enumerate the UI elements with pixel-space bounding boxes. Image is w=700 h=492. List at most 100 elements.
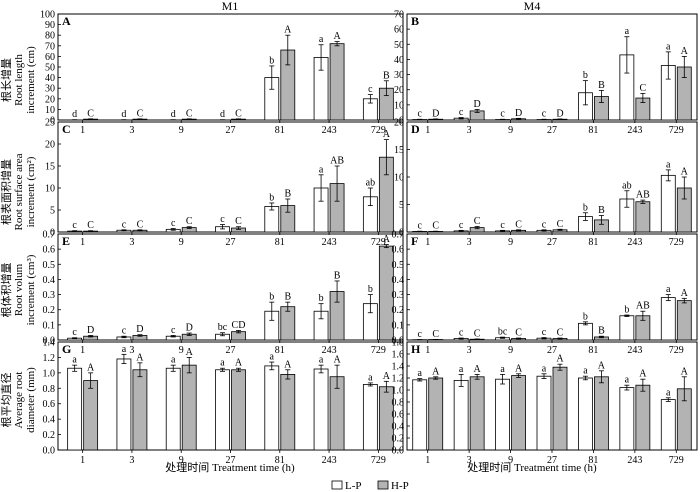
significance-letter: A bbox=[87, 362, 95, 373]
x-tick-label: 9 bbox=[179, 237, 184, 248]
bar-l-p bbox=[619, 387, 635, 451]
significance-letter: C bbox=[432, 221, 439, 232]
x-tick-label: 27 bbox=[547, 455, 557, 466]
x-tick-label: 729 bbox=[371, 455, 386, 466]
y-tick-label: 60 bbox=[394, 25, 404, 36]
y-label-line-2: Root volum bbox=[13, 263, 25, 316]
x-tick-label: 27 bbox=[226, 345, 236, 356]
significance-letter: b bbox=[269, 292, 274, 303]
significance-letter: bc bbox=[498, 327, 508, 338]
bar-l-p bbox=[453, 379, 469, 451]
y-tick-label: 25 bbox=[45, 118, 55, 129]
bar-h-p bbox=[552, 366, 568, 451]
bar-l-p bbox=[215, 369, 230, 451]
x-tick-label: 27 bbox=[226, 237, 236, 248]
y-tick-label: 0.8 bbox=[392, 398, 405, 409]
bar-h-p bbox=[594, 376, 609, 451]
x-tick-label: 1 bbox=[425, 455, 430, 466]
significance-letter: C bbox=[137, 219, 144, 230]
y-tick-label: 0.1 bbox=[392, 320, 405, 331]
legend-label-h-p: H-P bbox=[391, 480, 409, 492]
significance-letter: a bbox=[417, 368, 422, 379]
x-tick-label: 27 bbox=[226, 125, 236, 136]
y-tick-label: 15 bbox=[45, 162, 55, 173]
bar-h-p bbox=[428, 377, 444, 451]
significance-letter: c bbox=[171, 325, 176, 336]
x-tick-label: 3 bbox=[129, 237, 134, 248]
x-tick-label: 9 bbox=[508, 455, 513, 466]
y-tick-label: 70 bbox=[45, 41, 55, 52]
y-tick-label: 0.6 bbox=[392, 410, 405, 421]
x-tick-label: 243 bbox=[627, 237, 642, 248]
significance-letter: A bbox=[681, 167, 689, 178]
significance-letter: b bbox=[583, 202, 588, 213]
x-tick-label: 1 bbox=[80, 345, 85, 356]
x-tick-label: 1 bbox=[80, 125, 85, 136]
y-tick-label: 0.3 bbox=[43, 290, 56, 301]
significance-letter: a bbox=[666, 41, 671, 52]
y-tick-label: 80 bbox=[45, 31, 55, 42]
significance-letter: a bbox=[500, 364, 505, 375]
x-tick-label: 3 bbox=[129, 455, 134, 466]
x-axis-label-right: 处理时间 Treatment time (h) bbox=[467, 461, 597, 474]
y-tick-label: 0 bbox=[50, 228, 55, 239]
x-tick-label: 9 bbox=[179, 455, 184, 466]
y-tick-label: 0.4 bbox=[392, 422, 405, 433]
x-tick-label: 81 bbox=[588, 237, 598, 248]
significance-letter: B bbox=[598, 80, 605, 91]
significance-letter: C bbox=[640, 83, 647, 94]
y-tick-label: 0.5 bbox=[392, 260, 405, 271]
significance-letter: b bbox=[319, 293, 324, 304]
y-tick-label: 10 bbox=[394, 100, 404, 111]
y-tick-label: 0.6 bbox=[392, 245, 405, 256]
y-tick-label: 1.4 bbox=[392, 362, 405, 373]
x-tick-label: 9 bbox=[508, 345, 513, 356]
significance-letter: a bbox=[368, 372, 373, 383]
x-tick-label: 81 bbox=[275, 455, 285, 466]
significance-letter: A bbox=[474, 364, 482, 375]
x-tick-label: 3 bbox=[467, 125, 472, 136]
x-tick-label: 243 bbox=[322, 237, 337, 248]
x-axis-label-left: 处理时间 Treatment time (h) bbox=[165, 461, 295, 474]
x-tick-label: 729 bbox=[669, 345, 684, 356]
bar-l-p bbox=[578, 322, 593, 341]
x-tick-label: 729 bbox=[371, 237, 386, 248]
significance-letter: a bbox=[666, 159, 671, 170]
significance-letter: D bbox=[432, 108, 439, 119]
x-tick-label: 81 bbox=[588, 345, 598, 356]
bar-l-p bbox=[165, 367, 181, 451]
bar-l-p bbox=[412, 379, 428, 451]
bar-l-p bbox=[660, 399, 676, 451]
x-tick-label: 81 bbox=[588, 455, 598, 466]
y-tick-label: 5 bbox=[50, 206, 55, 217]
panel-letter: E bbox=[62, 234, 70, 248]
significance-letter: D bbox=[515, 108, 522, 119]
y-tick-label: 0.2 bbox=[392, 305, 405, 316]
significance-letter: b bbox=[583, 70, 588, 81]
bar-h-p bbox=[181, 364, 197, 451]
bar-l-p bbox=[313, 368, 329, 451]
significance-letter: c bbox=[500, 109, 505, 120]
y-tick-label: 0.2 bbox=[392, 434, 405, 445]
significance-letter: AB bbox=[636, 301, 650, 312]
significance-letter: c bbox=[459, 328, 464, 339]
x-tick-label: 1 bbox=[80, 455, 85, 466]
significance-letter: d bbox=[72, 109, 77, 120]
y-tick-label: 0.0 bbox=[43, 446, 56, 457]
y-tick-label: 90 bbox=[45, 20, 55, 31]
x-tick-label: 729 bbox=[669, 125, 684, 136]
significance-letter: A bbox=[186, 347, 194, 358]
x-tick-label: 1 bbox=[425, 237, 430, 248]
bar-h-p bbox=[83, 380, 99, 451]
plot-frame bbox=[406, 121, 698, 233]
y-label-line-3: increment (cm³) bbox=[25, 254, 37, 325]
y-axis-label-root-volume: 根体积增量 Root volum increment (cm³) bbox=[0, 254, 37, 325]
significance-letter: ab bbox=[366, 178, 375, 189]
panel-letter: F bbox=[411, 234, 418, 248]
significance-letter: c bbox=[72, 327, 77, 338]
bar-l-p bbox=[578, 377, 593, 451]
x-tick-label: 3 bbox=[129, 125, 134, 136]
significance-letter: a bbox=[319, 164, 324, 175]
